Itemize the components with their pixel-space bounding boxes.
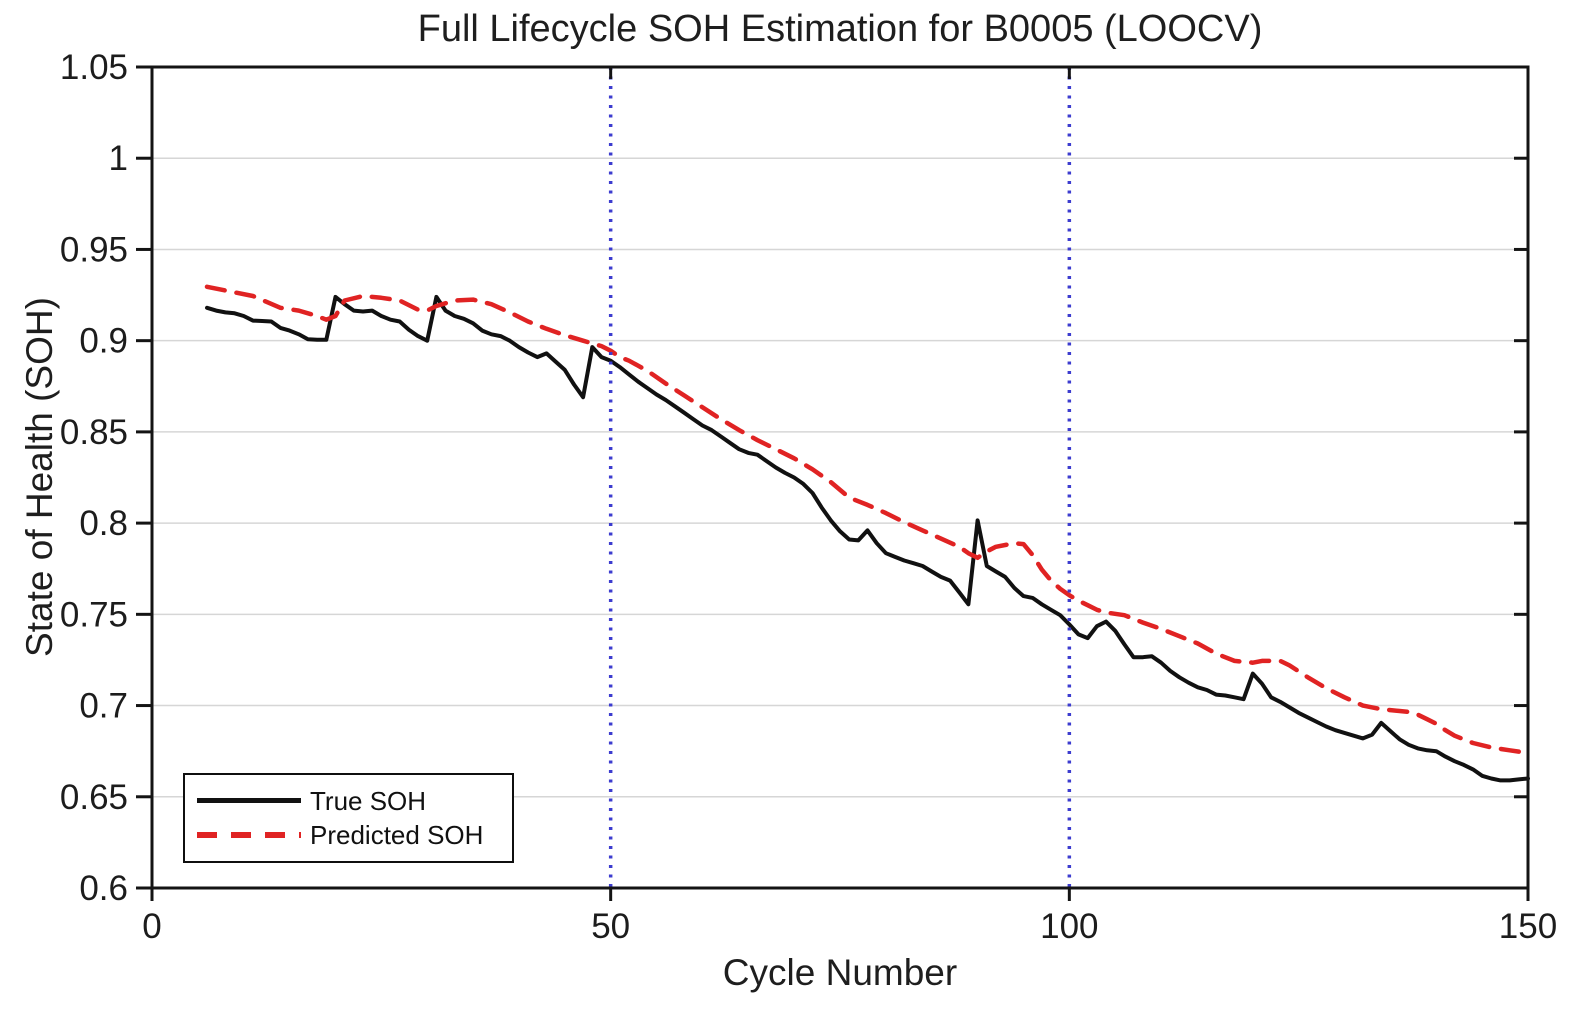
x-axis-label: Cycle Number bbox=[722, 952, 958, 993]
legend-label-predicted-soh: Predicted SOH bbox=[310, 820, 484, 851]
y-tick-label: 0.7 bbox=[79, 687, 128, 726]
y-tick-label: 0.9 bbox=[79, 322, 128, 361]
legend-item-true-soh: True SOH bbox=[197, 788, 502, 814]
legend-label-true-soh: True SOH bbox=[310, 785, 427, 816]
y-tick-label: 1 bbox=[109, 139, 128, 178]
x-tick-label: 50 bbox=[591, 907, 630, 946]
y-tick-label: 0.75 bbox=[60, 595, 128, 634]
y-tick-label: 0.85 bbox=[60, 413, 128, 452]
axes-box bbox=[150, 65, 1530, 890]
legend-item-predicted-soh: Predicted SOH bbox=[197, 822, 502, 848]
y-tick-label: 0.8 bbox=[79, 504, 128, 543]
x-tick-label: 0 bbox=[142, 907, 161, 946]
predicted-soh-line-sample bbox=[197, 832, 301, 839]
y-tick-label: 0.6 bbox=[79, 869, 128, 908]
legend: True SOH Predicted SOH bbox=[183, 773, 514, 863]
y-tick-label: 0.95 bbox=[60, 230, 128, 269]
true-soh-line bbox=[205, 294, 1530, 783]
y-tick-label: 0.65 bbox=[60, 778, 128, 817]
true-soh-line-sample bbox=[197, 798, 301, 804]
predicted-soh-line bbox=[204, 284, 1531, 756]
chart-title: Full Lifecycle SOH Estimation for B0005 … bbox=[417, 8, 1263, 50]
y-tick-label: 1.05 bbox=[60, 48, 128, 87]
x-tick-label: 100 bbox=[1040, 907, 1098, 946]
x-tick-label: 150 bbox=[1499, 907, 1557, 946]
